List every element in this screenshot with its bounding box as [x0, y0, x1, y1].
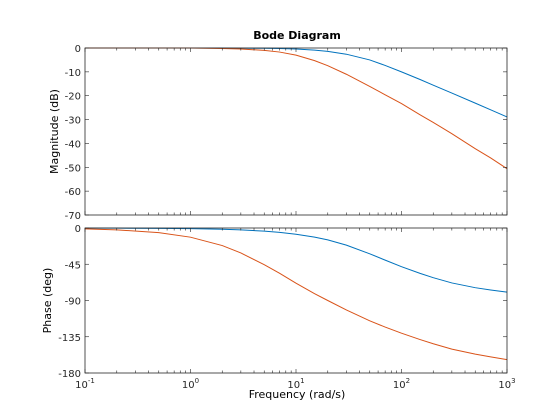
x-tick-label: 101	[287, 377, 304, 391]
phase-y-tick-label: -135	[58, 333, 81, 344]
x-tick-label: 103	[498, 377, 515, 391]
phase-y-tick-label: 0	[75, 224, 81, 235]
magnitude-y-tick-label: -60	[65, 187, 81, 198]
x-tick-label: 100	[182, 377, 199, 391]
x-tick-label: 10-1	[75, 377, 95, 391]
phase-axes-frame	[84, 227, 508, 374]
magnitude-y-tick-label: 0	[75, 44, 81, 55]
magnitude-y-tick-label: -70	[65, 211, 81, 222]
phase-y-tick-label: -90	[65, 297, 81, 308]
phase-panel: 0 -45 -90 -135 -180 Phase (deg)	[41, 224, 508, 380]
magnitude-series-1-line	[85, 47, 508, 118]
magnitude-series-2-line	[85, 47, 508, 170]
phase-y-axis-label: Phase (deg)	[41, 268, 54, 334]
magnitude-y-tick-label: -10	[65, 68, 81, 79]
magnitude-axes-frame	[84, 47, 508, 216]
phase-series-1-line	[84, 227, 508, 293]
phase-series-2-line	[84, 228, 508, 361]
x-axis-label: Frequency (rad/s)	[249, 388, 346, 401]
phase-y-tick-label: -180	[58, 369, 81, 380]
magnitude-panel: 0 -10 -20 -30 -40 -50 -60 -70 Magnitude (dB)	[48, 44, 508, 222]
magnitude-y-tick-label: -40	[65, 139, 81, 150]
phase-y-tick-label: -45	[65, 260, 81, 271]
magnitude-y-tick-label: -50	[65, 163, 81, 174]
magnitude-y-axis-label: Magnitude (dB)	[48, 89, 61, 174]
magnitude-y-tick-label: -20	[65, 92, 81, 103]
magnitude-y-tick-label: -30	[65, 116, 81, 127]
chart-title: Bode Diagram	[253, 29, 341, 42]
x-tick-label: 102	[393, 377, 410, 391]
